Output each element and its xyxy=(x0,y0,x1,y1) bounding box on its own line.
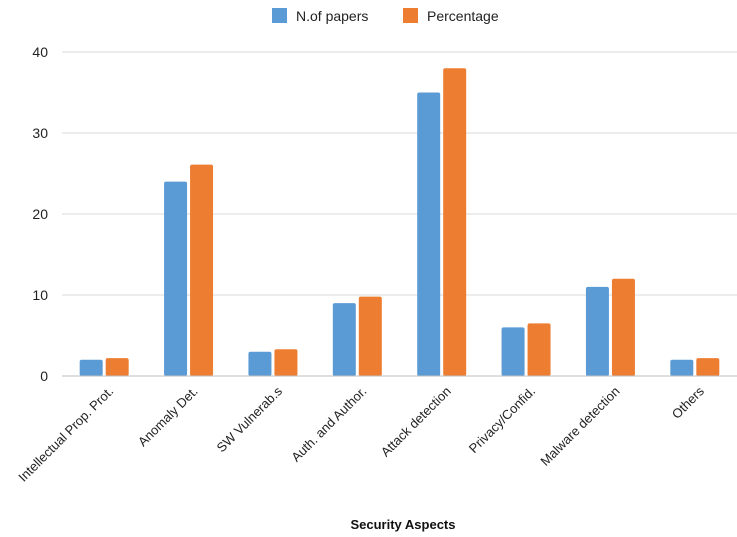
y-axis-ticks: 0 10 20 30 40 xyxy=(32,44,48,384)
x-tick-label: Attack detection xyxy=(378,384,454,460)
bar-percentage xyxy=(358,296,382,376)
x-tick-label: Privacy/Confid. xyxy=(466,384,538,456)
legend: N.of papers Percentage xyxy=(272,8,499,24)
bar-papers xyxy=(164,181,188,376)
y-tick-label: 10 xyxy=(32,287,48,303)
y-tick-label: 20 xyxy=(32,206,48,222)
legend-swatch xyxy=(272,8,287,23)
legend-swatch xyxy=(403,8,418,23)
y-tick-label: 0 xyxy=(40,368,48,384)
y-tick-label: 30 xyxy=(32,125,48,141)
bar-percentage xyxy=(274,349,298,376)
bar-papers xyxy=(248,351,272,376)
bar-percentage xyxy=(190,164,214,376)
gridlines xyxy=(62,51,737,296)
bar-percentage xyxy=(696,358,720,376)
x-tick-label: Intellectual Prop. Prot. xyxy=(15,384,116,485)
x-tick-label: SW Vulnerab.s xyxy=(213,383,285,455)
legend-label: Percentage xyxy=(427,8,499,24)
x-tick-label: Malware detection xyxy=(537,384,622,469)
bar-papers xyxy=(670,359,694,376)
bar-percentage xyxy=(611,278,635,376)
bar-percentage xyxy=(443,68,467,376)
bar-papers xyxy=(332,303,356,376)
bar-papers xyxy=(501,327,525,376)
x-tick-label: Others xyxy=(669,383,708,422)
y-tick-label: 40 xyxy=(32,44,48,60)
bar-papers xyxy=(417,92,441,376)
bars xyxy=(79,68,720,376)
bar-papers xyxy=(585,286,609,376)
x-tick-label: Anomaly Det. xyxy=(135,384,201,450)
bar-papers xyxy=(79,359,103,376)
x-tick-label: Auth. and Author. xyxy=(288,384,369,465)
bar-percentage xyxy=(105,358,129,376)
bar-percentage xyxy=(527,323,551,376)
x-axis-category-labels: Intellectual Prop. Prot. Anomaly Det. SW V… xyxy=(15,383,707,484)
legend-label: N.of papers xyxy=(296,8,368,24)
x-axis-title: Security Aspects xyxy=(350,517,455,532)
